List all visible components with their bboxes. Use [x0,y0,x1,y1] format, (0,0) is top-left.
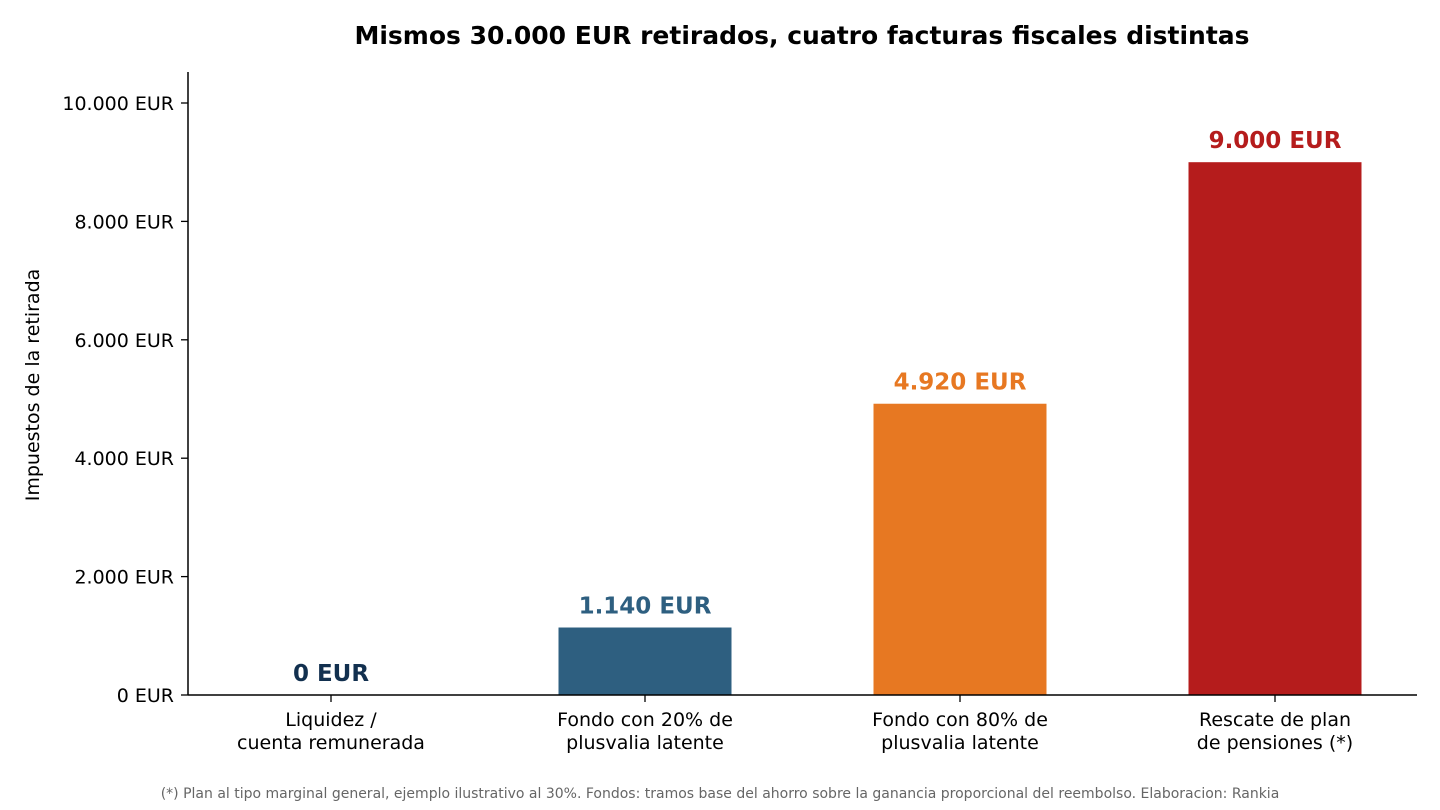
y-tick-label: 2.000 EUR [74,567,174,589]
chart-title: Mismos 30.000 EUR retirados, cuatro fact… [354,21,1249,50]
data-labels-group: 0 EUR 1.140 EUR 4.920 EUR 9.000 EUR [293,128,1342,687]
x-tick-label: Liquidez / [285,709,377,731]
bar [1188,162,1362,695]
y-tick-label: 8.000 EUR [74,211,174,233]
x-tick-label: Fondo con 20% de [557,709,733,731]
x-tick-label: cuenta remunerada [237,732,425,754]
y-tick-label: 0 EUR [117,685,174,707]
data-label: 1.140 EUR [579,594,712,620]
data-label: 4.920 EUR [894,370,1027,396]
y-tick-label: 10.000 EUR [62,93,174,115]
x-tick-label: plusvalia latente [881,732,1039,754]
x-tick-label: Rescate de plan [1199,709,1351,731]
x-tick-label: Fondo con 80% de [872,709,1048,731]
footnote: (*) Plan al tipo marginal general, ejemp… [161,786,1280,802]
y-tick-label: 4.000 EUR [74,448,174,470]
y-axis-label: Impuestos de la retirada [22,269,44,502]
bar [558,627,732,695]
data-label: 0 EUR [293,661,369,687]
bars-group [558,162,1362,695]
x-tick-label: de pensiones (*) [1197,732,1353,754]
y-tick-label: 6.000 EUR [74,330,174,352]
bar [873,403,1047,695]
data-label: 9.000 EUR [1209,128,1342,154]
y-axis-ticks: 0 EUR 2.000 EUR 4.000 EUR 6.000 EUR 8.000 EU… [62,93,188,707]
x-tick-label: plusvalia latente [566,732,724,754]
x-axis-ticks: Liquidez /cuenta remunerada Fondo con 20%… [237,695,1353,754]
